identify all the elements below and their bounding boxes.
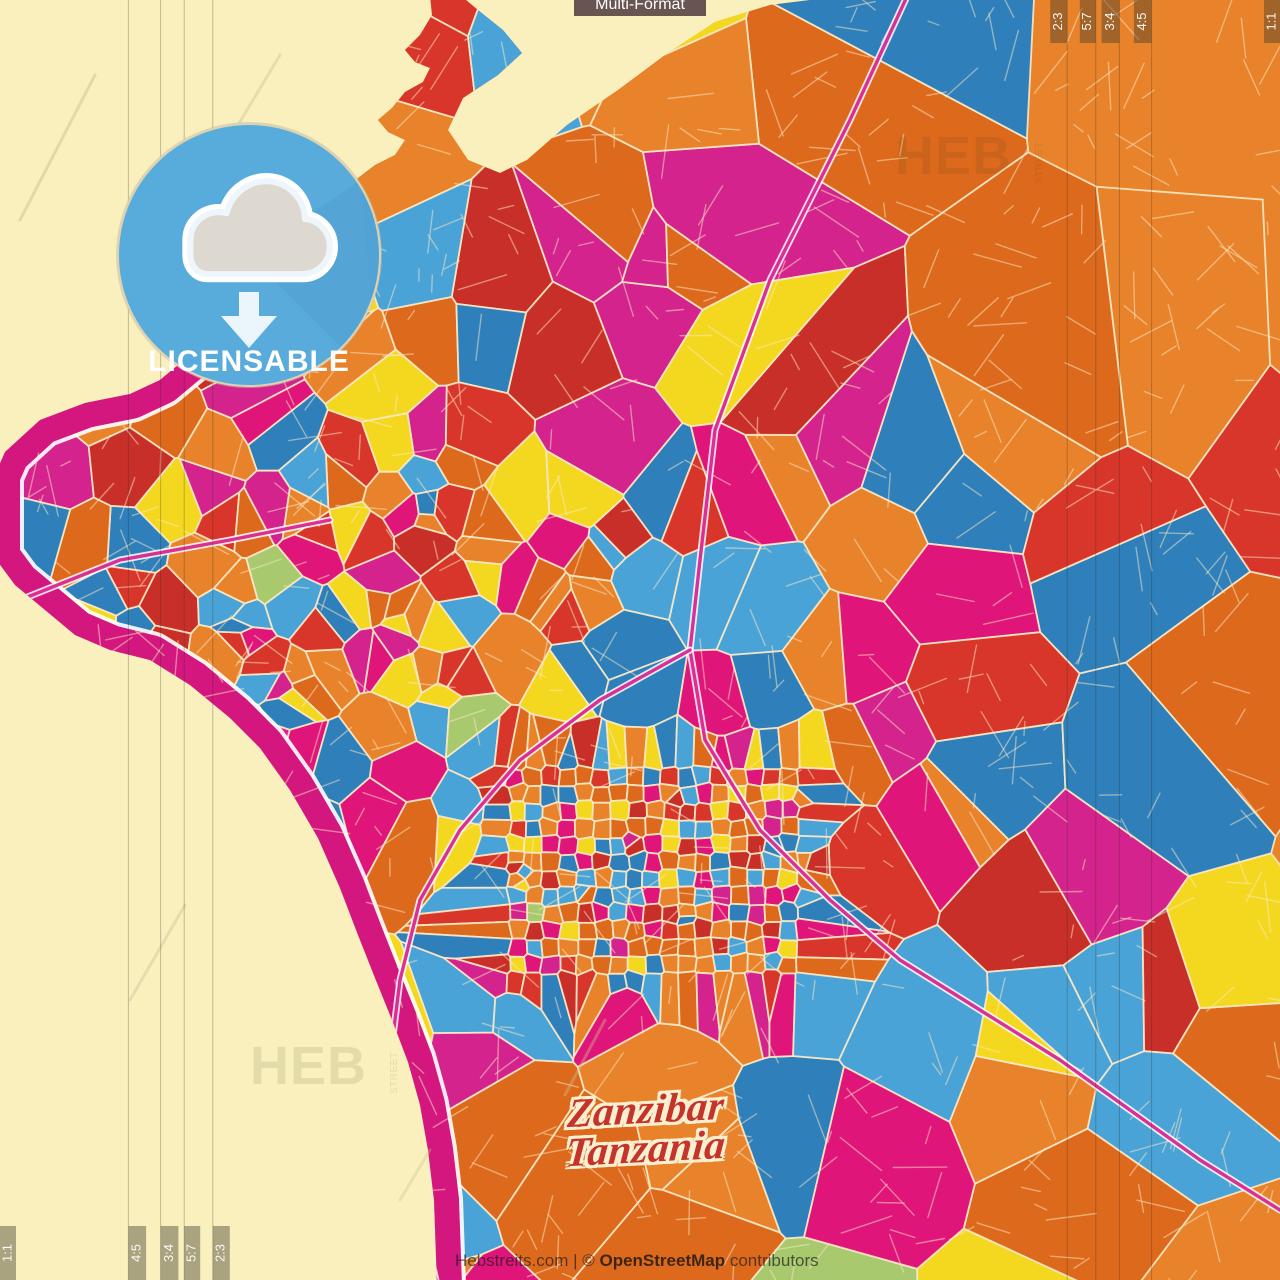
svg-text:1:1: 1:1	[0, 1244, 14, 1262]
svg-text:4:5: 4:5	[129, 1244, 144, 1262]
svg-text:4:5: 4:5	[1134, 12, 1149, 30]
svg-text:5:7: 5:7	[184, 1244, 199, 1262]
svg-text:3:4: 3:4	[161, 1244, 176, 1262]
svg-text:5:7: 5:7	[1079, 12, 1094, 30]
svg-text:LICENSABLE: LICENSABLE	[148, 345, 350, 378]
svg-text:3:4: 3:4	[1102, 12, 1117, 30]
svg-text:2:3: 2:3	[1050, 12, 1065, 30]
svg-text:1:1: 1:1	[1263, 12, 1278, 30]
svg-text:2:3: 2:3	[213, 1244, 228, 1262]
